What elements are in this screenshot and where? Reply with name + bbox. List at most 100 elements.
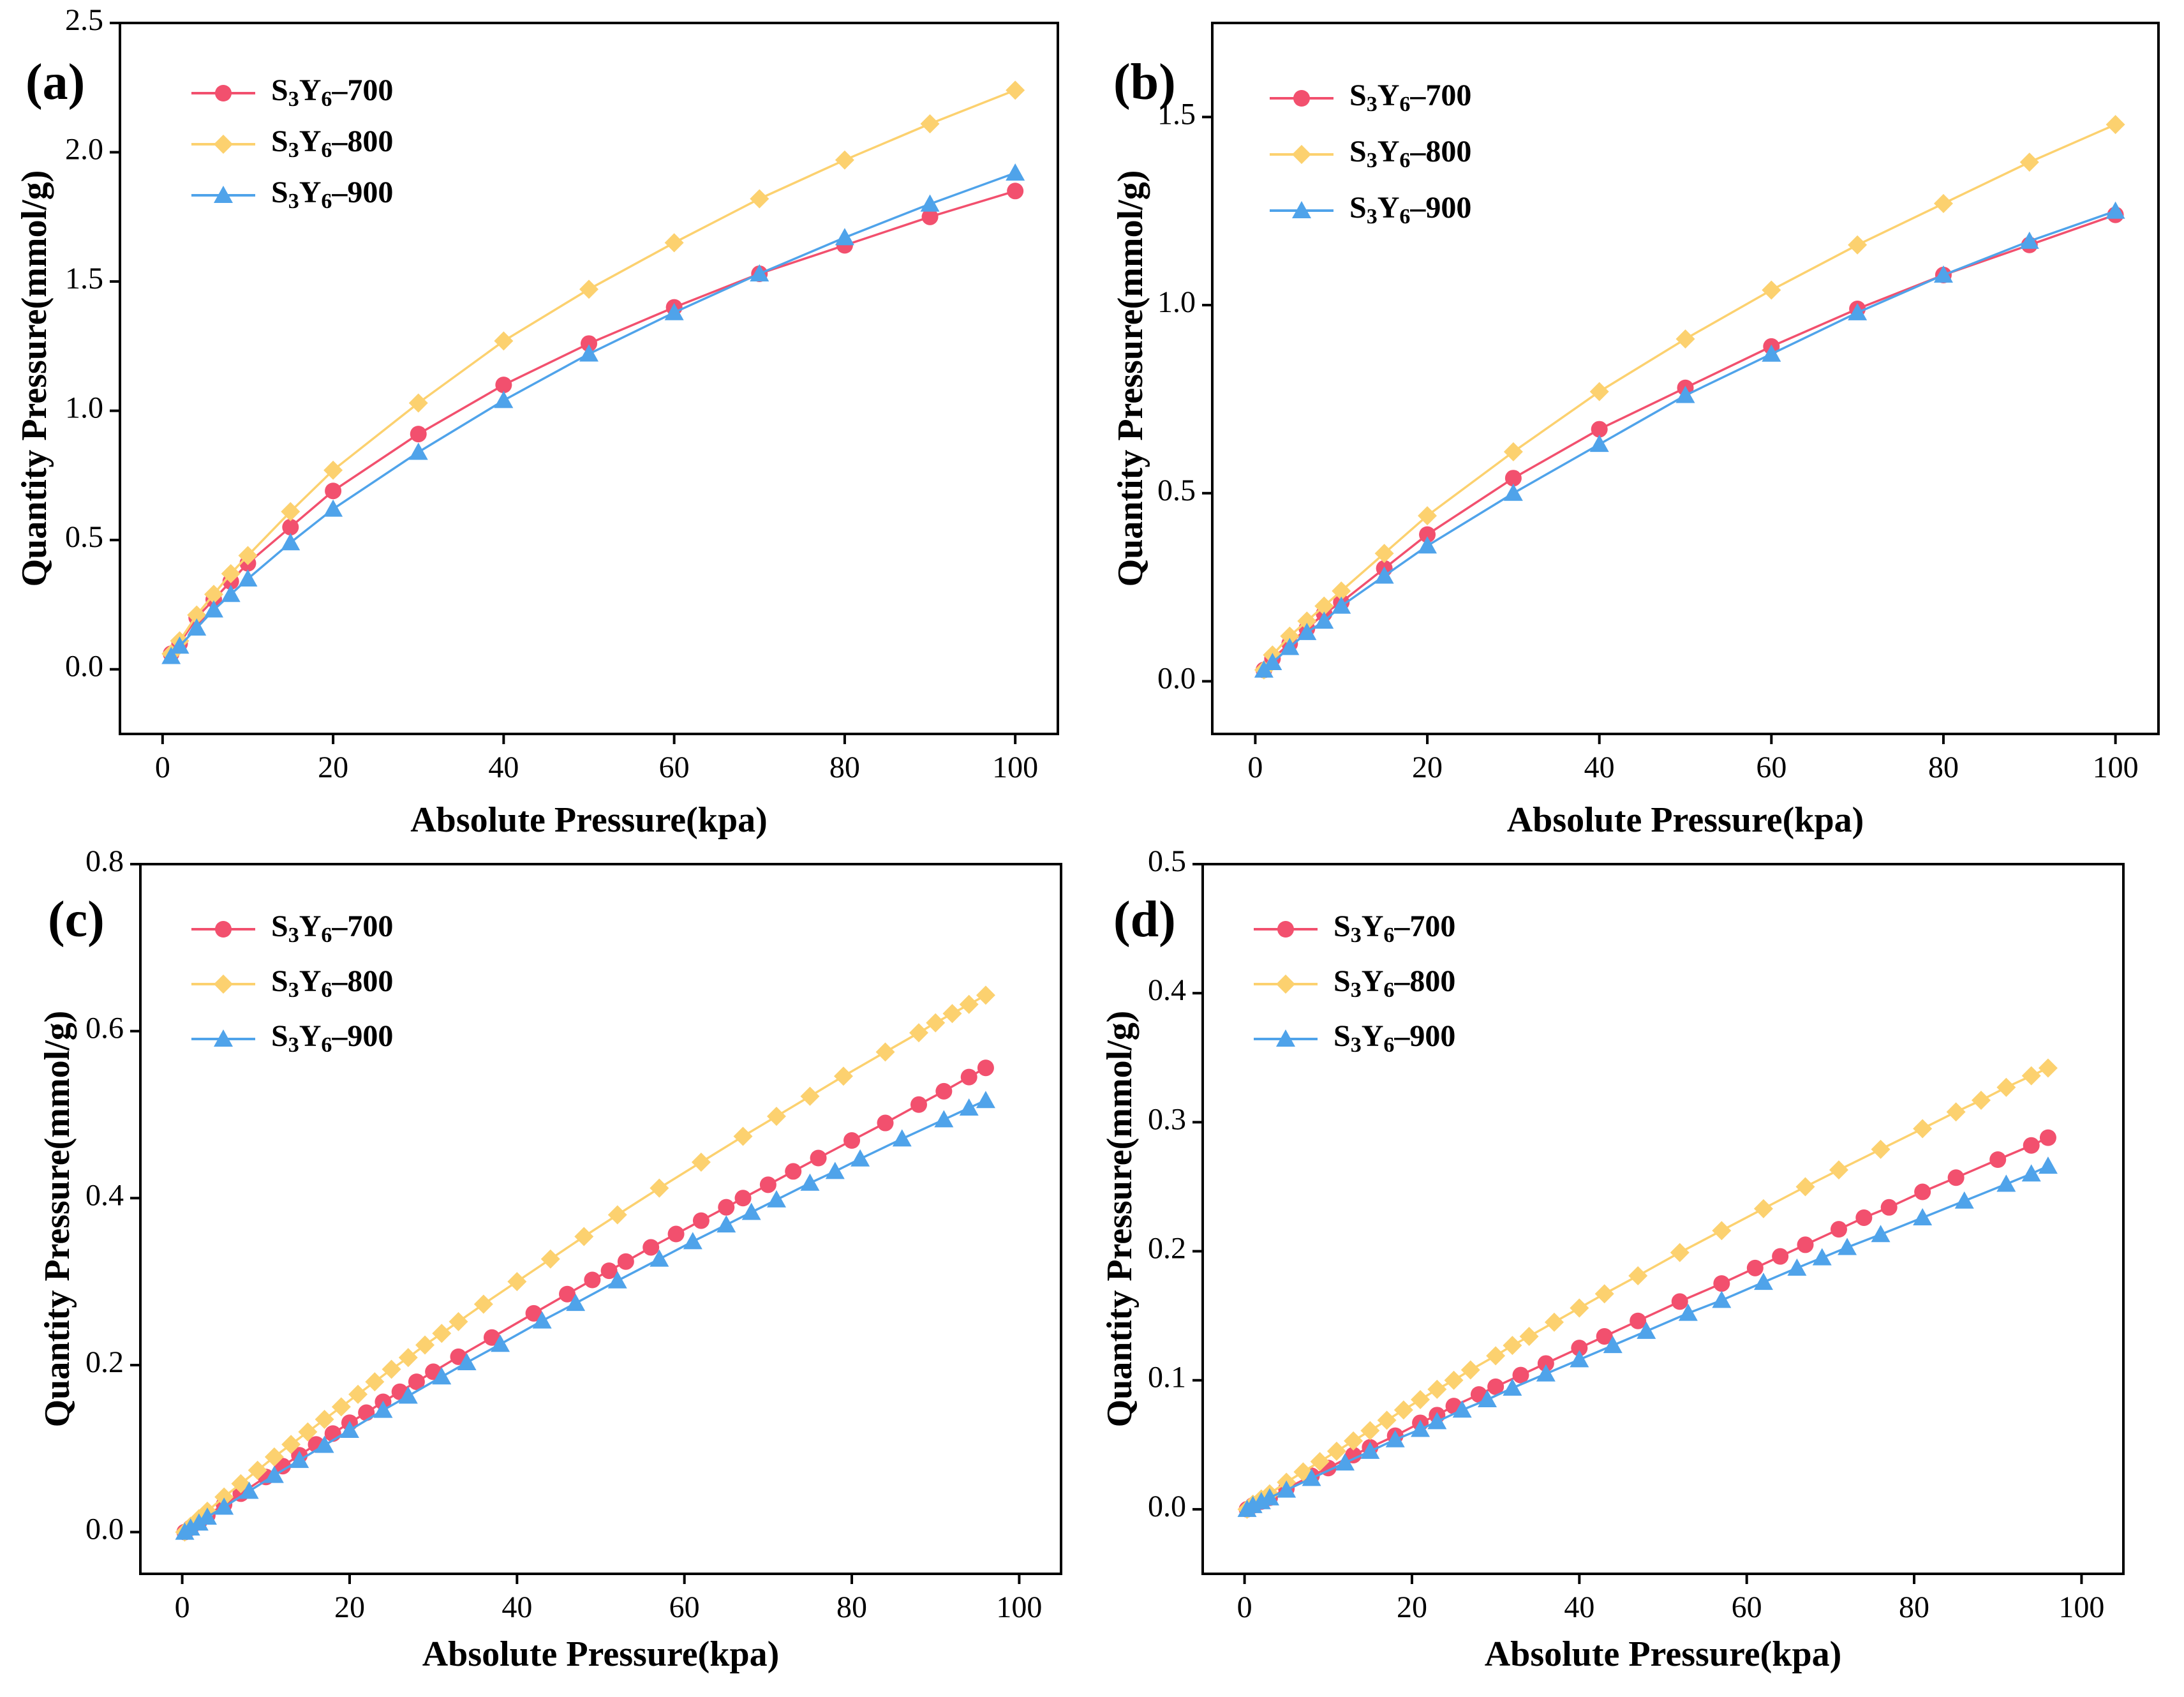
data-point [410, 426, 427, 443]
data-point [449, 1312, 468, 1331]
data-point [1855, 1209, 1873, 1226]
data-point [161, 647, 181, 664]
x-axis-title: Absolute Pressure(kpa) [422, 1634, 780, 1674]
x-tick-label: 80 [1928, 751, 1959, 784]
y-axis-title: Quantity Pressure(mmol/g) [38, 1011, 77, 1428]
data-point [238, 546, 258, 565]
legend: S3Y6–700 S3Y6–800 S3Y6–900 [1254, 909, 1455, 1057]
data-point [1996, 1077, 2016, 1097]
data-point [1444, 1370, 1464, 1390]
y-tick-label: 0.1 [1148, 1361, 1186, 1394]
data-point [1812, 1248, 1832, 1266]
data-point [1344, 1431, 1363, 1451]
x-tick-label: 0 [1237, 1590, 1252, 1624]
data-point [1678, 1303, 1698, 1321]
data-point [920, 194, 940, 212]
data-point [1326, 1441, 1346, 1461]
legend-marker [1293, 90, 1310, 107]
data-point [323, 460, 343, 480]
legend-marker [214, 135, 233, 154]
y-axis-title: Quantity Pressure(mmol/g) [1111, 170, 1150, 587]
data-point [1297, 622, 1317, 640]
data-point [189, 1513, 209, 1531]
data-point [204, 600, 223, 618]
data-point [1411, 1419, 1430, 1437]
data-point [315, 1435, 334, 1453]
data-point [759, 1176, 776, 1193]
data-point [579, 344, 598, 362]
data-point [170, 636, 189, 654]
data-point [1345, 1446, 1362, 1463]
data-point [264, 1447, 284, 1467]
legend-marker [1277, 921, 1294, 938]
data-point [643, 1239, 660, 1256]
y-tick-label: 0.0 [65, 650, 103, 684]
x-tick-label: 60 [1732, 1590, 1762, 1624]
y-tick-label: 0.4 [85, 1178, 124, 1212]
data-point [432, 1367, 452, 1385]
data-point [323, 499, 343, 517]
data-point [1596, 1327, 1613, 1345]
x-axis-title: Absolute Pressure(kpa) [1507, 800, 1864, 840]
data-point [1772, 1248, 1789, 1265]
data-point [976, 985, 995, 1005]
data-point [607, 1271, 627, 1289]
data-point [214, 1497, 234, 1515]
data-point [1377, 1410, 1397, 1430]
data-point [1871, 1139, 1891, 1159]
data-point [1280, 638, 1300, 655]
data-point [1297, 611, 1317, 631]
data-point [1797, 1236, 1814, 1253]
data-point [1589, 435, 1609, 452]
data-point [1519, 1326, 1539, 1346]
y-tick-label: 0.5 [1157, 474, 1196, 507]
data-point [281, 533, 301, 551]
x-tick-label: 40 [1584, 751, 1615, 784]
data-point [843, 1132, 861, 1149]
data-point [1712, 1221, 1732, 1241]
data-point [373, 1400, 393, 1418]
data-point [408, 442, 428, 460]
y-axis-title: Quantity Pressure(mmol/g) [1100, 1011, 1140, 1428]
data-point [1393, 1400, 1413, 1420]
data-point [960, 1068, 977, 1086]
x-tick-label: 0 [175, 1590, 190, 1624]
legend: S3Y6–700 S3Y6–800 S3Y6–900 [1270, 78, 1471, 228]
x-axis-title: Absolute Pressure(kpa) [410, 800, 768, 840]
plot-frame [139, 863, 1062, 1575]
data-point [1746, 1259, 1764, 1276]
data-point [1504, 470, 1522, 487]
data-point [1933, 265, 1953, 283]
data-point [398, 1348, 418, 1368]
y-tick-label: 0.2 [85, 1345, 124, 1379]
data-point [494, 331, 514, 351]
y-tick-label: 0.5 [1148, 844, 1186, 878]
data-point [2021, 1164, 2041, 1182]
series-line [1263, 123, 2116, 671]
data-point [877, 1114, 894, 1132]
data-point [650, 1249, 669, 1267]
legend-label: S3Y6–800 [271, 964, 393, 1002]
data-point [1460, 1360, 1480, 1380]
data-point [1675, 329, 1695, 349]
data-point [1762, 280, 1781, 300]
legend-marker [1292, 145, 1311, 164]
series-S3Y6-800 [1237, 1058, 2058, 1519]
legend-marker [215, 85, 232, 101]
data-point [1512, 1366, 1529, 1384]
series-line [170, 190, 1016, 655]
data-point [835, 150, 854, 170]
data-point [1335, 1453, 1355, 1471]
data-point [1713, 1275, 1730, 1292]
panel-label: (c) [48, 892, 105, 948]
series-S3Y6-800 [1254, 115, 2125, 680]
data-point [1671, 1293, 1688, 1310]
x-tick-label: 80 [1899, 1590, 1929, 1624]
data-point [833, 1066, 853, 1086]
data-point [1360, 1421, 1380, 1440]
data-point [1787, 1258, 1807, 1276]
data-point [1332, 596, 1351, 614]
data-point [921, 208, 939, 225]
y-tick-label: 1.5 [65, 262, 103, 295]
data-point [483, 1329, 500, 1346]
